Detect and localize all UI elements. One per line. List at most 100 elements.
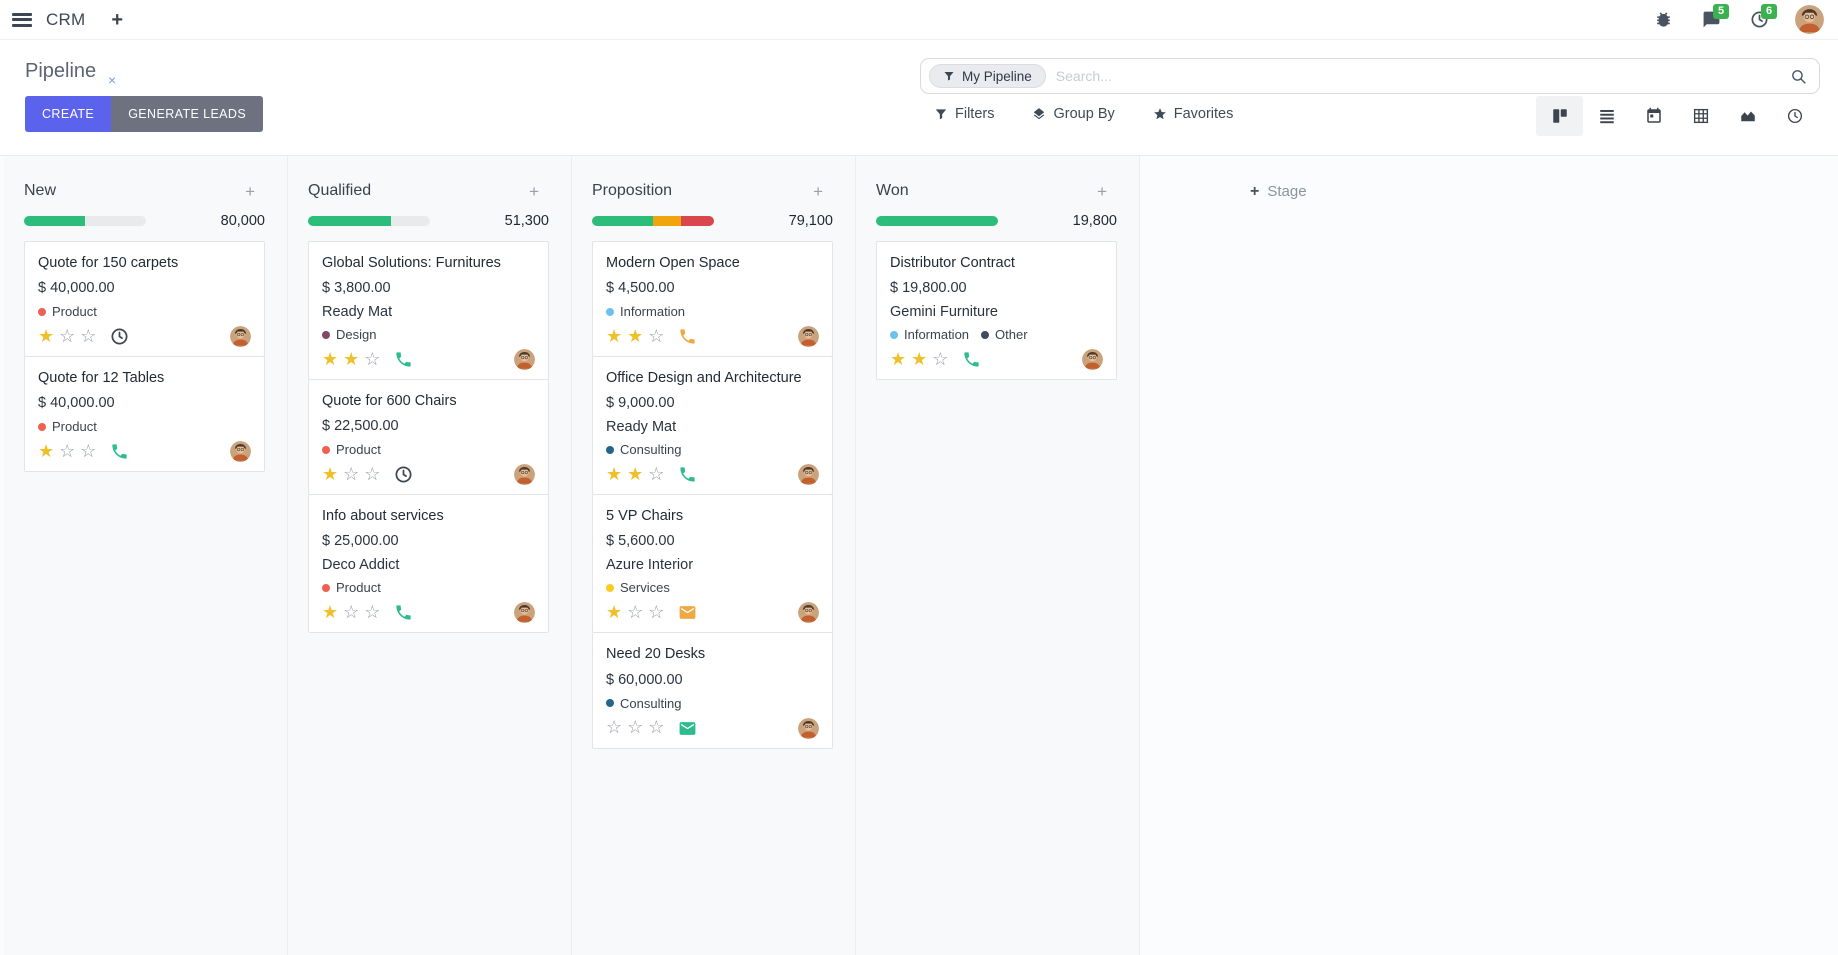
group-by-menu[interactable]: Group By xyxy=(1032,106,1115,122)
column-add-record-button[interactable]: + xyxy=(245,181,255,201)
filters-menu[interactable]: Filters xyxy=(934,106,994,122)
column-add-record-button[interactable]: + xyxy=(529,181,539,201)
calendar-view-button[interactable] xyxy=(1630,96,1677,136)
activity-phone-icon[interactable] xyxy=(394,603,413,622)
priority-star[interactable]: ★ xyxy=(38,325,55,346)
priority-star[interactable]: ☆ xyxy=(59,440,76,461)
opportunity-card[interactable]: Distributor Contract $ 19,800.00 Gemini … xyxy=(876,241,1117,381)
activity-envelope-icon[interactable] xyxy=(678,719,697,738)
priority-star[interactable]: ★ xyxy=(322,348,339,369)
facet-remove-icon[interactable]: × xyxy=(108,72,117,88)
add-stage-button[interactable]: + Stage xyxy=(1250,182,1307,200)
activities-clock-icon[interactable]: 6 xyxy=(1747,3,1778,32)
column-add-record-button[interactable]: + xyxy=(813,181,823,201)
priority-star[interactable]: ★ xyxy=(606,325,623,346)
progress-segment[interactable] xyxy=(308,216,391,226)
priority-star[interactable]: ☆ xyxy=(627,717,644,737)
column-progressbar[interactable] xyxy=(308,216,430,226)
graph-view-button[interactable] xyxy=(1724,96,1771,136)
priority-star[interactable]: ☆ xyxy=(932,348,949,369)
pivot-view-button[interactable] xyxy=(1677,96,1724,136)
priority-star[interactable]: ☆ xyxy=(648,601,665,622)
priority-star[interactable]: ☆ xyxy=(648,463,665,484)
debug-bug-icon[interactable] xyxy=(1651,8,1675,32)
priority-star[interactable]: ☆ xyxy=(648,717,665,737)
activity-phone-icon[interactable] xyxy=(962,350,981,369)
priority-star[interactable]: ☆ xyxy=(364,601,381,622)
priority-star[interactable]: ★ xyxy=(322,601,339,622)
search-icon[interactable] xyxy=(1790,68,1807,85)
column-progressbar[interactable] xyxy=(24,216,146,226)
activity-envelope-icon[interactable] xyxy=(678,603,697,622)
priority-star[interactable]: ☆ xyxy=(59,325,76,346)
progress-segment[interactable] xyxy=(592,216,653,226)
opportunity-card[interactable]: Quote for 600 Chairs $ 22,500.00 Product… xyxy=(308,379,549,496)
priority-star[interactable]: ☆ xyxy=(80,325,97,346)
card-tags: Services xyxy=(606,580,819,595)
activity-clock-icon[interactable] xyxy=(394,465,413,484)
card-title: Need 20 Desks xyxy=(606,646,706,663)
priority-star[interactable]: ☆ xyxy=(80,440,97,461)
activity-phone-icon[interactable] xyxy=(394,350,413,369)
column-title: New xyxy=(24,182,57,199)
priority-star[interactable]: ★ xyxy=(606,463,623,484)
generate-leads-button[interactable]: GENERATE LEADS xyxy=(111,96,264,132)
add-tab-icon[interactable]: + xyxy=(111,8,124,31)
column-progressbar[interactable] xyxy=(592,216,714,226)
priority-star[interactable]: ☆ xyxy=(364,463,381,484)
priority-star[interactable]: ★ xyxy=(890,348,907,369)
activity-phone-icon[interactable] xyxy=(110,442,129,461)
app-title[interactable]: CRM xyxy=(46,9,86,29)
search-input[interactable] xyxy=(1055,68,1790,84)
priority-star[interactable]: ★ xyxy=(911,348,928,369)
priority-star[interactable]: ★ xyxy=(38,440,55,461)
opportunity-card[interactable]: Need 20 Desks $ 60,000.00 Consulting ☆ ☆ ☆ xyxy=(592,632,833,749)
activity-phone-icon[interactable] xyxy=(678,327,697,346)
progress-segment[interactable] xyxy=(653,216,682,226)
search-bar[interactable]: My Pipeline xyxy=(920,58,1820,94)
card-tags: Product xyxy=(322,442,535,457)
priority-star[interactable]: ★ xyxy=(627,325,644,346)
priority-star[interactable]: ★ xyxy=(606,601,623,622)
priority-star[interactable]: ☆ xyxy=(648,325,665,346)
progress-segment[interactable] xyxy=(24,216,85,226)
card-tags: Product xyxy=(322,580,535,595)
card-expected-revenue: $ 22,500.00 xyxy=(322,418,399,435)
salesperson-avatar xyxy=(798,464,819,486)
priority-star[interactable]: ☆ xyxy=(606,717,623,737)
user-avatar[interactable] xyxy=(1795,5,1824,34)
card-tags: Information xyxy=(606,304,819,319)
priority-star[interactable]: ☆ xyxy=(364,348,381,369)
priority-star[interactable]: ★ xyxy=(627,463,644,484)
search-facet[interactable]: My Pipeline xyxy=(929,64,1046,88)
opportunity-card[interactable]: Info about services $ 25,000.00 Deco Add… xyxy=(308,494,549,634)
activity-view-button[interactable] xyxy=(1771,96,1818,136)
opportunity-card[interactable]: Modern Open Space $ 4,500.00 Information… xyxy=(592,241,833,358)
apps-menu-icon[interactable] xyxy=(12,12,32,27)
progress-segment[interactable] xyxy=(681,216,714,226)
messages-icon[interactable]: 5 xyxy=(1699,3,1730,32)
list-view-button[interactable] xyxy=(1583,96,1630,136)
activity-phone-icon[interactable] xyxy=(678,465,697,484)
favorites-menu[interactable]: Favorites xyxy=(1153,106,1233,122)
kanban-view-button[interactable] xyxy=(1536,96,1583,136)
priority-star[interactable]: ★ xyxy=(343,348,360,369)
progress-segment[interactable] xyxy=(876,216,998,226)
salesperson-avatar xyxy=(798,326,819,348)
priority-star[interactable]: ☆ xyxy=(343,463,360,484)
activity-clock-icon[interactable] xyxy=(110,327,129,346)
opportunity-card[interactable]: Quote for 12 Tables $ 40,000.00 Product … xyxy=(24,356,265,473)
priority-star[interactable]: ★ xyxy=(322,463,339,484)
opportunity-card[interactable]: Quote for 150 carpets $ 40,000.00 Produc… xyxy=(24,241,265,358)
opportunity-card[interactable]: Global Solutions: Furnitures $ 3,800.00 … xyxy=(308,241,549,381)
column-add-record-button[interactable]: + xyxy=(1097,181,1107,201)
priority-star[interactable]: ☆ xyxy=(627,601,644,622)
opportunity-card[interactable]: 5 VP Chairs $ 5,600.00 Azure Interior Se… xyxy=(592,494,833,634)
opportunity-card[interactable]: Office Design and Architecture $ 9,000.0… xyxy=(592,356,833,496)
activities-count-badge: 6 xyxy=(1761,3,1778,19)
card-tags: Design xyxy=(322,327,535,342)
create-button[interactable]: CREATE xyxy=(25,96,112,132)
column-progressbar[interactable] xyxy=(876,216,998,226)
priority-stars: ★ ★ ☆ xyxy=(322,350,385,370)
priority-star[interactable]: ☆ xyxy=(343,601,360,622)
